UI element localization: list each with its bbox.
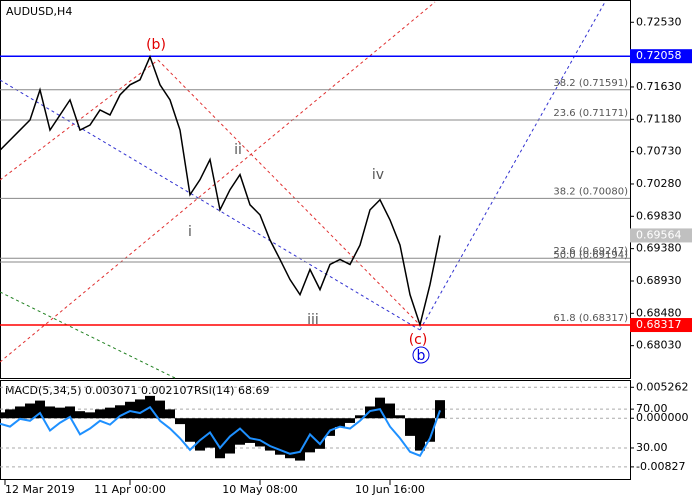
channel-line xyxy=(157,59,421,326)
macd-bar xyxy=(265,418,275,451)
macd-bar xyxy=(95,409,105,419)
macd-bar xyxy=(125,401,135,419)
y-tick-label: 0.70730 xyxy=(636,145,682,158)
macd-bar xyxy=(425,418,435,442)
trend-line xyxy=(0,291,176,379)
wave-label: (c) xyxy=(409,332,428,348)
macd-bar xyxy=(255,418,265,447)
y-tick-label: 0.69830 xyxy=(636,209,682,222)
macd-bar xyxy=(15,406,25,419)
macd-bar xyxy=(55,407,65,419)
price-panel-frame xyxy=(0,0,631,379)
macd-bar xyxy=(45,406,55,419)
chart-title: AUDUSD,H4 xyxy=(6,5,72,18)
macd-bar xyxy=(75,411,85,419)
macd-bar xyxy=(175,418,185,425)
macd-bar xyxy=(5,409,15,419)
price-box-label: 0.72058 xyxy=(636,49,682,62)
y-tick-label: 0.68030 xyxy=(636,339,682,352)
level-label: 61.8 (0.68317) xyxy=(553,313,628,324)
macd-bar xyxy=(295,418,305,461)
macd-bar xyxy=(85,412,95,419)
wave-label: (b) xyxy=(146,37,166,53)
macd-bar xyxy=(185,418,195,442)
x-tick-label: 10 Jun 16:00 xyxy=(355,483,425,496)
macd-bar xyxy=(215,418,225,459)
macd-bar xyxy=(0,412,5,419)
price-box xyxy=(630,318,692,333)
level-label: 23.6 (0.69247) xyxy=(553,246,628,257)
y-tick-label: 0.000000 xyxy=(636,411,689,424)
wave-label: b xyxy=(417,348,426,364)
price-box xyxy=(630,228,692,243)
macd-bar xyxy=(245,418,255,443)
macd-bar xyxy=(415,418,425,451)
macd-bar xyxy=(65,406,75,419)
indicator-title: MACD(5,34,5) 0.003071 0.002107 xyxy=(5,384,194,397)
wave-label: ii xyxy=(234,142,242,158)
price-box xyxy=(630,49,692,64)
macd-bar xyxy=(325,418,335,436)
y-tick-label: 0.69380 xyxy=(636,242,682,255)
price-box-label: 0.68317 xyxy=(636,318,682,331)
macd-bar xyxy=(335,418,345,428)
y-tick-label: 0.68480 xyxy=(636,306,682,319)
macd-bar xyxy=(435,400,445,419)
wave-circle xyxy=(412,346,430,364)
macd-bar xyxy=(135,399,145,419)
macd-bar xyxy=(235,418,245,445)
y-tick-label: 0.005262 xyxy=(636,380,689,393)
macd-bar xyxy=(105,407,115,419)
macd-bar xyxy=(25,403,35,419)
channel-line xyxy=(0,1,436,363)
x-tick-label: 12 Mar 2019 xyxy=(5,483,75,496)
macd-bar xyxy=(155,400,165,419)
y-tick-label: 0.71630 xyxy=(636,80,682,93)
price-box-label: 0.69564 xyxy=(636,228,682,241)
macd-bar xyxy=(285,418,295,459)
macd-bar xyxy=(345,418,355,423)
indicator-title: RSI(14) 68.69 xyxy=(194,384,269,397)
level-label: 38.2 (0.70080) xyxy=(553,186,628,197)
level-label: 50.0 (0.69194) xyxy=(553,250,628,261)
y-tick-label: 0.72530 xyxy=(636,15,682,28)
macd-bar xyxy=(275,418,285,455)
y-tick-label: 30.00 xyxy=(636,441,668,454)
rsi-line xyxy=(0,405,441,457)
macd-bar xyxy=(115,405,125,419)
macd-bar xyxy=(385,403,395,419)
indicator-panel-frame xyxy=(0,380,631,480)
price-line-series xyxy=(0,54,441,328)
wave-label: iii xyxy=(307,312,319,328)
x-tick-label: 10 May 08:00 xyxy=(222,483,297,496)
y-tick-label: 0.68930 xyxy=(636,274,682,287)
y-tick-label: 0.70280 xyxy=(636,177,682,190)
y-tick-label: -0.00827 xyxy=(636,460,685,473)
y-tick-label: 0.71180 xyxy=(636,112,682,125)
macd-bar xyxy=(35,400,45,419)
macd-bar xyxy=(165,409,175,419)
macd-bar xyxy=(375,397,385,419)
macd-bar xyxy=(195,418,205,451)
macd-bar xyxy=(355,415,365,419)
x-tick-label: 11 Apr 00:00 xyxy=(94,483,166,496)
level-label: 38.2 (0.71591) xyxy=(553,78,628,89)
wave-label: iv xyxy=(372,167,384,183)
macd-bar xyxy=(315,418,325,449)
macd-bar xyxy=(395,415,405,419)
level-label: 23.6 (0.71171) xyxy=(553,108,628,119)
y-tick-label: 70.00 xyxy=(636,402,668,415)
macd-bar xyxy=(405,418,415,436)
wave-label: i xyxy=(188,224,192,240)
